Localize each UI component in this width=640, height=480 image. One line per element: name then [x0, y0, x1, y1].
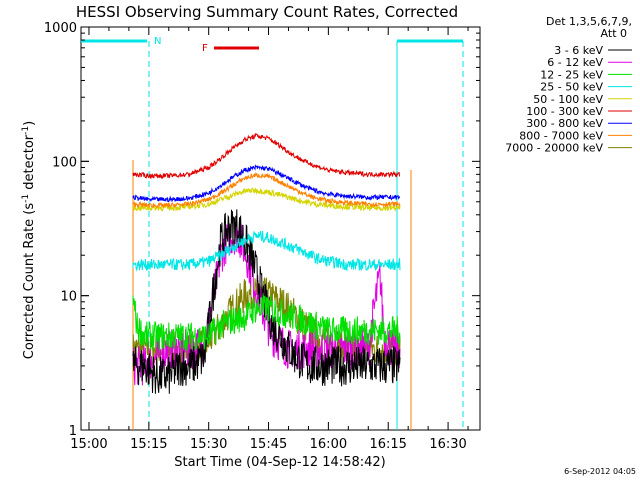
series-line-8: [132, 276, 401, 367]
legend-label: 25 - 50 keV: [540, 81, 603, 94]
y-axis-label-sup1: -1: [21, 194, 31, 203]
x-tick-label: 16:00: [310, 437, 347, 452]
x-tick-label: 15:15: [130, 437, 167, 452]
legend-label: 3 - 6 keV: [554, 44, 603, 57]
y-axis-label-end: ): [22, 121, 37, 126]
series-layer: [132, 132, 401, 394]
x-tick-label: 16:15: [369, 437, 406, 452]
legend-label: 300 - 800 keV: [526, 117, 603, 130]
x-tick-label: 15:30: [190, 437, 227, 452]
x-tick-label: 15:00: [70, 437, 107, 452]
plot-frame: [80, 26, 481, 431]
axes: 1 10 100 1000 15:00 15:15 15:30 15:45 16:00 16:15…: [44, 21, 480, 452]
legend-label: 6 - 12 keV: [547, 56, 603, 69]
series-line-6: [132, 164, 401, 203]
flare-label: F: [202, 43, 208, 54]
y-tick-label: 100: [52, 155, 77, 170]
y-tick-label: 1000: [44, 21, 77, 36]
x-tick-label: 16:30: [429, 437, 466, 452]
footer-timestamp: 6-Sep-2012 04:05: [564, 467, 636, 476]
y-axis-label: Corrected Count Rate (s-1 detector-1): [21, 121, 37, 359]
series-line-7: [132, 171, 401, 209]
series-line-4: [132, 187, 401, 212]
legend-header-line2: Att 0: [601, 27, 627, 40]
y-tick-label: 10: [60, 290, 77, 305]
legend-label: 7000 - 20000 keV: [505, 142, 603, 155]
y-tick-label: 1: [69, 424, 77, 439]
y-axis-label-main: Corrected Count Rate (s: [22, 203, 37, 360]
plot-area: [80, 26, 481, 431]
series-line-2: [132, 294, 401, 351]
x-tick-label: 15:45: [250, 437, 287, 452]
legend-label: 100 - 300 keV: [526, 105, 603, 118]
series-line-5: [132, 132, 401, 179]
legend-label: 800 - 7000 keV: [519, 129, 603, 142]
legend-label: 50 - 100 keV: [533, 93, 603, 106]
chart-title: HESSI Observing Summary Count Rates, Cor…: [76, 3, 458, 21]
legend-header-line1: Det 1,3,5,6,7,9,: [546, 15, 632, 28]
legend-label: 12 - 25 keV: [540, 68, 603, 81]
night-label: N: [154, 36, 161, 47]
x-axis-label: Start Time (04-Sep-12 14:58:42): [174, 455, 385, 470]
y-axis-label-mid: detector: [22, 134, 37, 194]
series-line-3: [132, 230, 401, 272]
y-axis-label-sup2: -1: [21, 126, 31, 135]
